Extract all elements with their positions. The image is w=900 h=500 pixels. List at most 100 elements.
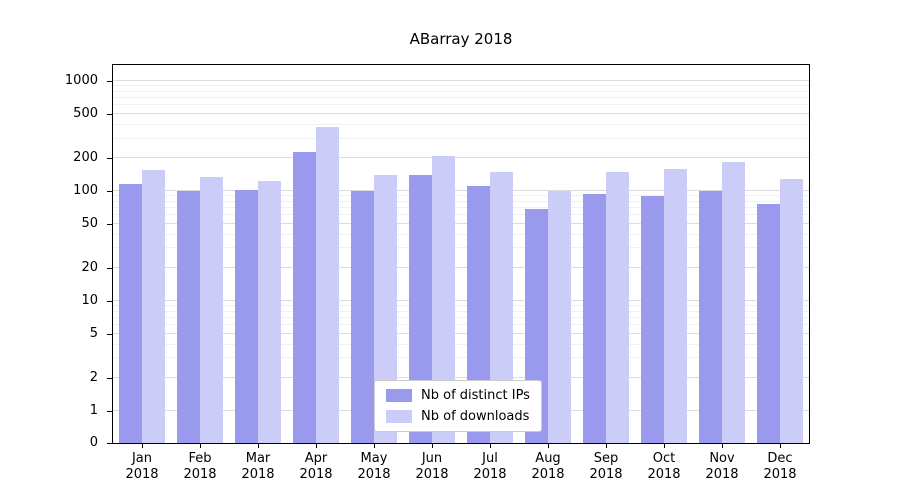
- y-tick-mark: [107, 81, 112, 83]
- x-tick-mark: [200, 444, 201, 448]
- x-tick-label-aug: Aug 2018: [513, 451, 583, 483]
- x-tick-year: 2018: [531, 467, 565, 482]
- x-tick-month: Sep: [593, 451, 619, 466]
- x-tick-month: Jun: [421, 451, 443, 466]
- chart-title: ABarray 2018: [409, 30, 513, 48]
- x-tick-month: Aug: [535, 451, 561, 466]
- bar-distinct-ips-sep: [582, 194, 606, 443]
- legend-item-distinct-ips: Nb of distinct IPs: [386, 388, 530, 403]
- x-tick-year: 2018: [415, 467, 449, 482]
- x-tick-year: 2018: [183, 467, 217, 482]
- x-tick-month: Nov: [709, 451, 735, 466]
- x-tick-year: 2018: [589, 467, 623, 482]
- x-tick-label-jan: Jan 2018: [107, 451, 177, 483]
- x-tick-mark: [374, 444, 375, 448]
- gridline-major: [113, 80, 809, 82]
- bar-distinct-ips-jan: [118, 184, 142, 443]
- y-tick-label-1000: 1000: [64, 73, 98, 89]
- gridline-major: [113, 156, 809, 158]
- x-tick-label-nov: Nov 2018: [687, 451, 757, 483]
- y-tick-label-0: 0: [89, 435, 98, 450]
- x-tick-mark: [258, 444, 259, 448]
- x-tick-label-sep: Sep 2018: [571, 451, 641, 483]
- bar-downloads-jun: [432, 155, 456, 443]
- x-tick-mark: [722, 444, 723, 448]
- bar-downloads-oct: [664, 168, 688, 443]
- x-tick-mark: [664, 444, 665, 448]
- bar-downloads-jan: [142, 170, 166, 443]
- x-tick-month: Jul: [482, 451, 498, 466]
- y-tick-label-10: 10: [81, 292, 98, 308]
- y-tick-label-100: 100: [73, 182, 98, 198]
- y-tick-mark: [107, 224, 112, 226]
- legend-swatch-downloads: [386, 410, 412, 423]
- y-tick-mark: [107, 157, 112, 159]
- x-tick-year: 2018: [647, 467, 681, 482]
- x-tick-mark: [316, 444, 317, 448]
- bar-downloads-jul: [490, 171, 514, 443]
- x-tick-month: Mar: [245, 451, 271, 466]
- bar-downloads-nov: [722, 161, 746, 443]
- x-tick-month: Jan: [131, 451, 153, 466]
- x-tick-label-dec: Dec 2018: [745, 451, 815, 483]
- bar-downloads-mar: [258, 181, 282, 443]
- bar-downloads-may: [374, 174, 398, 443]
- x-tick-month: May: [360, 451, 388, 466]
- y-tick-mark: [107, 443, 112, 444]
- legend-item-downloads: Nb of downloads: [386, 409, 530, 424]
- bar-distinct-ips-may: [350, 191, 374, 443]
- bar-downloads-sep: [606, 171, 630, 443]
- y-tick-mark: [107, 410, 112, 412]
- x-tick-year: 2018: [473, 467, 507, 482]
- bar-downloads-dec: [780, 179, 804, 443]
- x-tick-label-may: May 2018: [339, 451, 409, 483]
- gridline-minor: [113, 104, 809, 106]
- x-tick-year: 2018: [705, 467, 739, 482]
- x-tick-label-feb: Feb 2018: [165, 451, 235, 483]
- x-tick-year: 2018: [299, 467, 333, 482]
- x-tick-month: Apr: [304, 451, 328, 466]
- y-tick-mark: [107, 300, 112, 302]
- bar-distinct-ips-apr: [292, 152, 316, 443]
- y-tick-mark: [107, 190, 112, 192]
- x-tick-year: 2018: [241, 467, 275, 482]
- gridline-major: [113, 113, 809, 115]
- x-tick-month: Oct: [652, 451, 676, 466]
- x-tick-label-oct: Oct 2018: [629, 451, 699, 483]
- x-tick-year: 2018: [125, 467, 159, 482]
- gridline-minor: [113, 85, 809, 87]
- y-tick-mark: [107, 377, 112, 379]
- bar-distinct-ips-oct: [640, 196, 664, 443]
- x-tick-mark: [548, 444, 549, 448]
- x-tick-label-jul: Jul 2018: [455, 451, 525, 483]
- legend: Nb of distinct IPs Nb of downloads: [374, 380, 542, 432]
- gridline-minor: [113, 90, 809, 92]
- gridline-minor: [113, 97, 809, 99]
- x-tick-year: 2018: [357, 467, 391, 482]
- y-tick-label-50: 50: [81, 216, 98, 232]
- bar-distinct-ips-nov: [698, 191, 722, 443]
- plot-area: Nb of distinct IPs Nb of downloads: [112, 64, 810, 444]
- bar-downloads-apr: [316, 127, 340, 443]
- x-tick-label-apr: Apr 2018: [281, 451, 351, 483]
- x-tick-mark: [142, 444, 143, 448]
- x-tick-label-mar: Mar 2018: [223, 451, 293, 483]
- bar-distinct-ips-feb: [176, 191, 200, 443]
- x-tick-month: Dec: [767, 451, 793, 466]
- x-tick-mark: [432, 444, 433, 448]
- y-tick-label-200: 200: [73, 149, 98, 165]
- y-tick-label-500: 500: [73, 106, 98, 122]
- y-tick-label-2: 2: [89, 369, 98, 385]
- x-tick-mark: [606, 444, 607, 448]
- x-tick-year: 2018: [763, 467, 797, 482]
- bar-distinct-ips-mar: [234, 189, 258, 443]
- bar-distinct-ips-jul: [466, 186, 490, 443]
- legend-label-downloads: Nb of downloads: [421, 409, 530, 424]
- gridline-minor: [113, 137, 809, 139]
- x-tick-month: Feb: [188, 451, 212, 466]
- bar-downloads-feb: [200, 176, 224, 443]
- bar-downloads-aug: [548, 191, 572, 443]
- x-tick-label-jun: Jun 2018: [397, 451, 467, 483]
- x-tick-mark: [490, 444, 491, 448]
